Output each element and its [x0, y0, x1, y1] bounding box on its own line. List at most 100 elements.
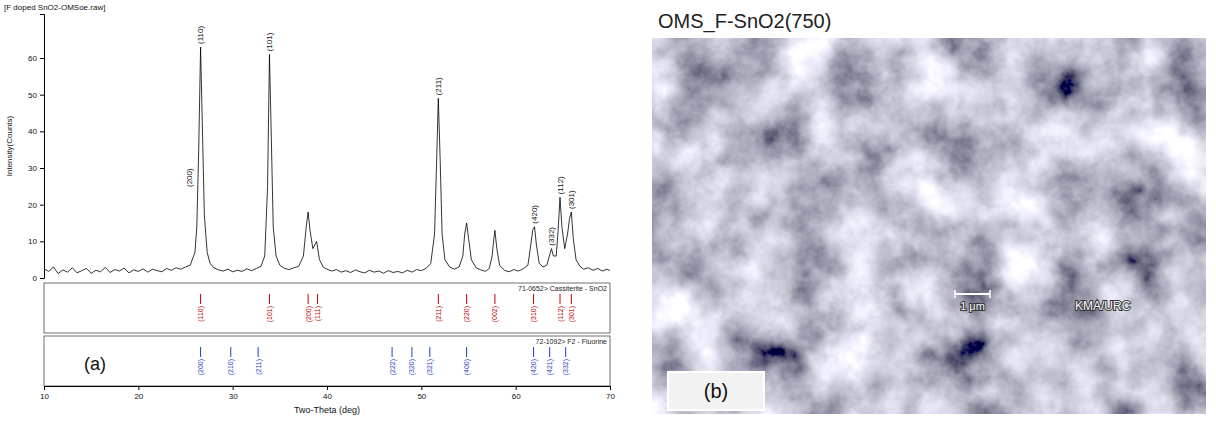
- x-tick: 40: [323, 386, 332, 401]
- x-tick-mark: [44, 386, 45, 390]
- annotation-text: (200): [185, 168, 194, 187]
- x-tick-mark: [421, 386, 422, 390]
- scale-bar-end: [954, 290, 956, 298]
- micrograph: OMS_F-SnO2(750) 1 μm KMA/URC (b): [652, 10, 1206, 414]
- peak-annotation: (112): [556, 175, 565, 195]
- reference-label: (222): [389, 359, 397, 375]
- x-axis-title: Two-Theta (deg): [294, 405, 360, 415]
- reference-stick: [494, 294, 495, 304]
- x-tick: 30: [229, 386, 238, 401]
- reference-panel: [44, 283, 610, 333]
- peak-annotation: (211): [434, 76, 443, 96]
- micrograph-title: OMS_F-SnO2(750): [658, 10, 831, 33]
- reference-stick: [269, 294, 270, 304]
- peak-annotation: (101): [265, 31, 274, 52]
- annotation-text: (332): [547, 227, 556, 246]
- reference-stick: [560, 294, 561, 304]
- scale-bar-end: [989, 290, 991, 298]
- annotation-text: (110): [196, 26, 205, 44]
- reference-stick: [230, 347, 231, 357]
- reference-stick: [258, 347, 259, 357]
- y-tick-label: 30: [28, 164, 37, 173]
- reference-name: 71-0652> Cassiterite - SnO2: [518, 285, 607, 292]
- y-tick-mark: [40, 241, 44, 242]
- y-tick-mark: [40, 95, 44, 96]
- panel-label-box: [668, 372, 764, 410]
- reference-stick: [308, 294, 309, 304]
- x-tick-label: 20: [134, 392, 143, 401]
- reference-stick: [533, 294, 534, 304]
- x-axis: 10 20 30 40 50 60 70: [40, 386, 615, 401]
- scale-bar-label: 1 μm: [960, 300, 985, 312]
- reference-label: (301): [568, 306, 576, 322]
- reference-label: (101): [266, 306, 274, 322]
- reference-label: (211): [435, 306, 443, 322]
- annotation-text: (112): [556, 176, 565, 194]
- annotation-text: (101): [265, 32, 274, 51]
- peak-annotation: (301): [567, 189, 576, 210]
- x-tick: 50: [417, 386, 426, 401]
- reference-stick: [317, 294, 318, 304]
- figure: [F doped SnO2-OMSoe.raw]0102030405060Int…: [0, 0, 1216, 421]
- y-tick: 40: [28, 127, 44, 136]
- reference-stick: [200, 294, 201, 304]
- panel-label: (b): [704, 380, 728, 402]
- x-axis-line: [45, 387, 611, 391]
- y-tick-label: 10: [28, 237, 37, 246]
- reference-label: (210): [227, 359, 235, 375]
- reference-stick: [565, 347, 566, 357]
- reference-label: (310): [530, 306, 538, 322]
- x-tick: 20: [134, 386, 143, 401]
- scale-bar: [955, 293, 990, 295]
- y-tick: 0: [33, 274, 44, 283]
- reference-label: (421): [546, 359, 554, 375]
- annotation-background: [530, 204, 539, 225]
- annotation-background: [434, 76, 443, 96]
- y-tick: 60: [28, 54, 44, 63]
- reference-stick: [438, 294, 439, 304]
- reference-label: (200): [305, 306, 313, 322]
- y-tick-label: 60: [28, 54, 37, 63]
- annotation-text: (420): [530, 205, 539, 224]
- peak-annotation: (332): [547, 226, 556, 247]
- reference-label: (112): [557, 306, 565, 322]
- x-tick-label: 60: [512, 392, 521, 401]
- reference-label: (220): [463, 306, 471, 322]
- y-tick-label: 0: [33, 274, 38, 283]
- panel-label: (a): [84, 354, 106, 374]
- y-axis-line: [40, 15, 45, 279]
- reference-sticks: [201, 347, 566, 357]
- x-tick-label: 70: [606, 392, 615, 401]
- y-tick-label: 40: [28, 127, 37, 136]
- y-tick: 50: [28, 91, 44, 100]
- x-tick-label: 50: [417, 392, 426, 401]
- peak-annotation: (200): [185, 167, 194, 188]
- annotation-background: [547, 226, 556, 247]
- chart-title: [F doped SnO2-OMSoe.raw]: [4, 3, 105, 12]
- reference-stick: [411, 347, 412, 357]
- y-tick-label: 20: [28, 201, 37, 210]
- micrograph-image: [652, 38, 1206, 414]
- reference-stick: [466, 347, 467, 357]
- reference-label: (111): [314, 306, 322, 321]
- annotation-background: [196, 25, 205, 45]
- y-tick-label: 50: [28, 91, 37, 100]
- reference-label: (400): [463, 359, 471, 375]
- reference-stick: [533, 347, 534, 357]
- micrograph-credit: KMA/URC: [1075, 299, 1131, 313]
- reference-panel: [44, 336, 610, 386]
- y-tick-mark: [40, 278, 44, 279]
- xrd-trace: [44, 47, 610, 274]
- x-tick: 10: [40, 386, 49, 401]
- x-tick-label: 10: [40, 392, 49, 401]
- reference-label: (320): [408, 359, 416, 375]
- annotation-background: [185, 167, 194, 188]
- reference-stick: [200, 347, 201, 357]
- reference-stick: [466, 294, 467, 304]
- y-tick-mark: [40, 131, 44, 132]
- x-tick: 60: [512, 386, 521, 401]
- y-tick-mark: [40, 205, 44, 206]
- reference-sticks: [201, 294, 572, 304]
- reference-label: (002): [491, 306, 499, 322]
- y-tick-mark: [40, 58, 44, 59]
